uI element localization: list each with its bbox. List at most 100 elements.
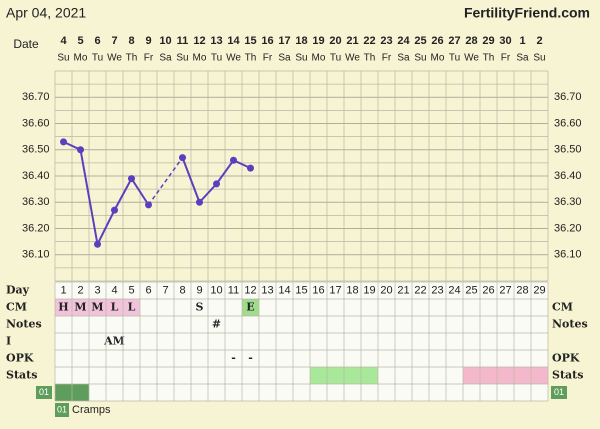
- day-number: 13: [261, 284, 273, 296]
- date-label: 16: [261, 35, 273, 47]
- day-number: 4: [111, 284, 117, 296]
- entry-cell: [242, 299, 259, 316]
- temp-point: [230, 156, 237, 164]
- weekday-label: Mo: [431, 53, 445, 64]
- row-label: Notes: [6, 318, 42, 331]
- weekday-label: Sa: [159, 53, 172, 64]
- day-number: 23: [431, 284, 443, 296]
- y-tick-label: 36.30: [22, 196, 50, 208]
- day-number: 21: [397, 284, 409, 296]
- day-number: 18: [346, 284, 358, 296]
- legend-code: 01: [57, 404, 67, 414]
- entry-cell: [89, 299, 106, 316]
- day-number: 15: [295, 284, 307, 296]
- y-tick-label-right: 36.10: [554, 249, 582, 261]
- date-label: 2: [536, 35, 542, 47]
- weekday-label: Sa: [516, 53, 529, 64]
- weekday-label: Su: [533, 53, 545, 64]
- day-number: 1: [60, 284, 66, 296]
- date-label: 26: [431, 35, 443, 47]
- weekday-label: Fr: [144, 53, 154, 64]
- day-number: 9: [196, 284, 202, 296]
- entry-text: M: [74, 301, 86, 314]
- y-tick-label: 36.20: [22, 222, 50, 234]
- temp-point: [247, 164, 254, 172]
- weekday-label: Mo: [74, 53, 88, 64]
- temp-point: [179, 154, 186, 162]
- day-number: 14: [278, 284, 290, 296]
- entry-cell: [55, 299, 72, 316]
- day-number: 25: [465, 284, 477, 296]
- weekday-label: We: [226, 53, 241, 64]
- entry-text: -: [231, 352, 236, 365]
- row-label: OPK: [6, 352, 34, 365]
- weekday-label: Th: [364, 53, 376, 64]
- symptom-cell: [72, 384, 89, 401]
- entry-text: AM: [103, 335, 125, 348]
- row-label: Stats: [6, 369, 37, 382]
- date-label: 20: [329, 35, 341, 47]
- stats-span: [463, 367, 548, 384]
- y-tick-label: 36.40: [22, 170, 50, 182]
- day-number: 28: [516, 284, 528, 296]
- date-label: 13: [210, 35, 222, 47]
- gap-connector: [147, 157, 184, 206]
- symptom-code: 01: [39, 387, 49, 397]
- legend-badge: [55, 403, 69, 417]
- legend-label: Cramps: [72, 404, 111, 416]
- weekday-label: Mo: [193, 53, 207, 64]
- weekday-label: Su: [295, 53, 307, 64]
- day-number: 11: [228, 284, 239, 296]
- row-label-right: CM: [552, 301, 573, 314]
- day-number: 22: [414, 284, 426, 296]
- weekday-label: Fr: [501, 53, 511, 64]
- date-label: 18: [295, 35, 307, 47]
- day-number: 5: [128, 284, 134, 296]
- date-label: 25: [414, 35, 426, 47]
- entry-cell: [72, 299, 89, 316]
- day-number: 3: [94, 284, 100, 296]
- entry-text: -: [248, 352, 253, 365]
- temp-point: [60, 138, 67, 146]
- date-label: 15: [244, 35, 256, 47]
- day-number: 27: [499, 284, 511, 296]
- weekday-label: Th: [245, 53, 257, 64]
- weekday-label: We: [107, 53, 122, 64]
- y-tick-label: 36.10: [22, 249, 50, 261]
- date-label: 7: [111, 35, 117, 47]
- temp-point: [111, 206, 118, 214]
- day-number: 26: [482, 284, 494, 296]
- weekday-label: Fr: [382, 53, 392, 64]
- y-tick-label: 36.70: [22, 91, 50, 103]
- row-label-right: Stats: [552, 369, 583, 382]
- date-label: 17: [278, 35, 290, 47]
- weekday-label: Th: [126, 53, 138, 64]
- weekday-label: Tu: [449, 53, 460, 64]
- weekday-label: Sa: [397, 53, 410, 64]
- date-label: 27: [448, 35, 460, 47]
- weekday-label: Su: [57, 53, 69, 64]
- day-number: 12: [244, 284, 256, 296]
- entry-text: L: [111, 301, 119, 314]
- entry-text: S: [196, 301, 204, 314]
- row-label-right: Notes: [552, 318, 588, 331]
- site-name: FertilityFriend.com: [464, 5, 590, 21]
- day-number: 16: [312, 284, 324, 296]
- date-label: 12: [193, 35, 205, 47]
- date-label: 21: [346, 35, 358, 47]
- date-label: 10: [159, 35, 171, 47]
- temp-point: [94, 240, 101, 248]
- temp-point: [128, 175, 135, 183]
- entry-text: L: [128, 301, 136, 314]
- day-number: 6: [145, 284, 151, 296]
- day-number: 20: [380, 284, 392, 296]
- weekday-label: Fr: [263, 53, 273, 64]
- chart-date: Apr 04, 2021: [6, 5, 86, 21]
- temp-point: [213, 180, 220, 188]
- date-label: 11: [177, 35, 189, 47]
- temp-point: [196, 198, 203, 206]
- weekday-label: Mo: [312, 53, 326, 64]
- symptom-badge-right: [551, 386, 567, 399]
- weekday-label: Su: [176, 53, 188, 64]
- symptom-cell: [55, 384, 72, 401]
